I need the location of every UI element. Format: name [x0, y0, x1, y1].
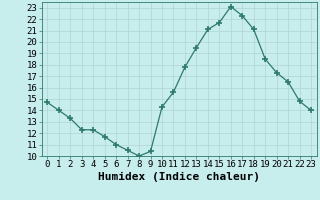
X-axis label: Humidex (Indice chaleur): Humidex (Indice chaleur)	[98, 172, 260, 182]
